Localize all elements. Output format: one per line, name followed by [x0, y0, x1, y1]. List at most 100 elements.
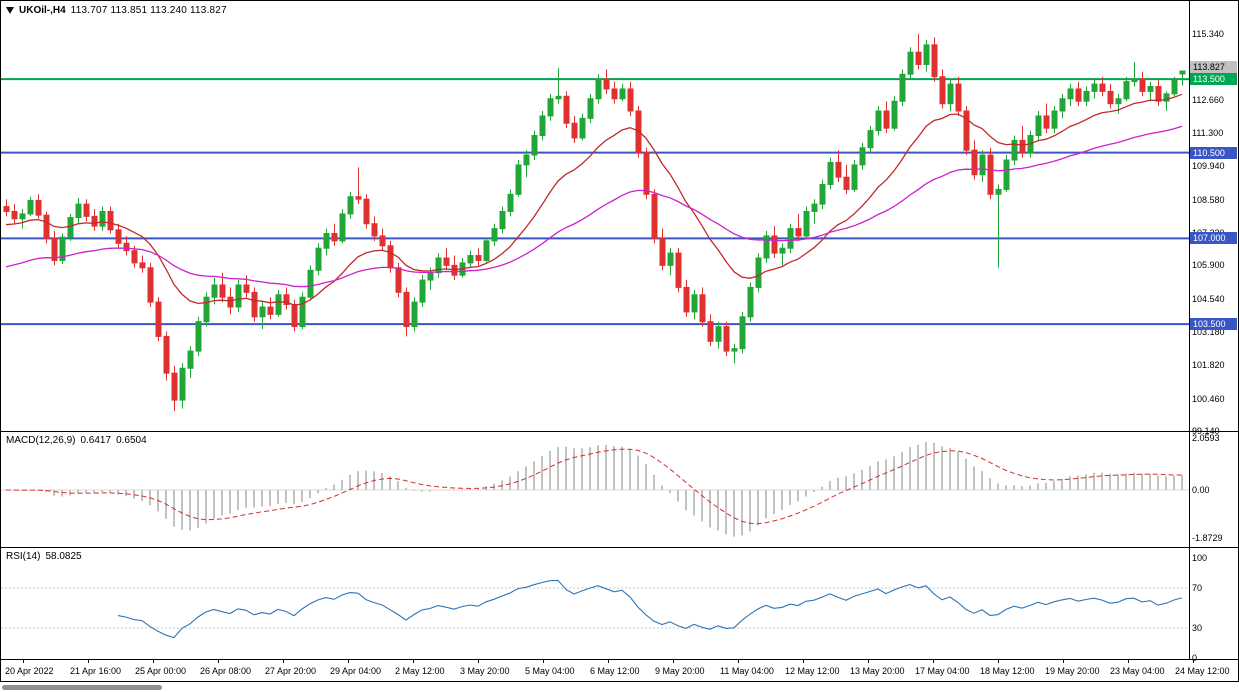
- candle-body: [587, 98, 594, 119]
- candle-body: [1163, 93, 1170, 102]
- time-tick-mark: [1193, 660, 1194, 663]
- candle-body: [163, 335, 170, 374]
- candle-body: [995, 188, 1002, 195]
- macd-histogram-bar: [213, 490, 215, 519]
- rsi-chart-svg[interactable]: [1, 548, 1189, 659]
- macd-histogram-bar: [685, 490, 687, 511]
- macd-histogram-bar: [717, 490, 719, 531]
- rsi-label: RSI(14) 58.0825: [6, 551, 87, 562]
- macd-histogram-bar: [405, 487, 407, 490]
- macd-histogram-bar: [693, 490, 695, 516]
- candle-body: [339, 213, 346, 242]
- pane-separator[interactable]: [1, 431, 1238, 432]
- price-tick-label: 109.940: [1192, 161, 1225, 172]
- macd-histogram-bar: [637, 455, 639, 490]
- candle-body: [395, 267, 402, 293]
- price-tick-label: 115.340: [1192, 29, 1224, 40]
- candle-body: [987, 154, 994, 195]
- candle-body: [755, 257, 762, 288]
- macd-value-signal: 0.6504: [116, 435, 147, 446]
- macd-tick-label: 2.0593: [1192, 432, 1220, 443]
- macd-chart-svg[interactable]: [1, 432, 1189, 547]
- macd-name: MACD(12,26,9): [6, 435, 76, 446]
- candle-body: [171, 372, 178, 401]
- time-tick-label: 24 May 12:00: [1175, 666, 1230, 676]
- time-tick-mark: [478, 660, 479, 663]
- rsi-pane[interactable]: [1, 548, 1189, 659]
- macd-histogram-bar: [181, 490, 183, 530]
- candle-body: [59, 236, 66, 261]
- candle-body: [1083, 90, 1090, 102]
- macd-histogram-bar: [797, 490, 799, 502]
- macd-histogram-bar: [141, 490, 143, 501]
- time-tick-mark: [218, 660, 219, 663]
- macd-histogram-bar: [861, 469, 863, 490]
- candle-body: [659, 237, 666, 266]
- macd-histogram-bar: [1165, 476, 1167, 490]
- candle-body: [579, 117, 586, 139]
- candle-body: [899, 73, 906, 102]
- candle-body: [1123, 81, 1130, 100]
- candle-body: [883, 110, 890, 129]
- candle-body: [291, 304, 298, 328]
- price-chart-svg[interactable]: [1, 1, 1189, 431]
- candle-body: [35, 199, 42, 216]
- macd-histogram-bar: [245, 490, 247, 508]
- macd-histogram-bar: [77, 490, 79, 494]
- macd-histogram-bar: [1005, 485, 1007, 490]
- candle-body: [515, 164, 522, 195]
- pane-separator[interactable]: [1, 547, 1238, 548]
- macd-histogram-bar: [397, 481, 399, 490]
- candle-body: [483, 240, 490, 261]
- macd-histogram-bar: [1117, 474, 1119, 490]
- price-tick-label: 103.180: [1192, 326, 1225, 337]
- time-tick-label: 17 May 04:00: [915, 666, 970, 676]
- candle-body: [355, 196, 362, 200]
- time-tick-label: 13 May 20:00: [850, 666, 905, 676]
- macd-histogram-bar: [781, 490, 783, 511]
- candle-body: [859, 147, 866, 166]
- macd-histogram-bar: [965, 458, 967, 490]
- macd-pane[interactable]: [1, 432, 1189, 547]
- candle-body: [331, 233, 338, 242]
- time-tick-mark: [348, 660, 349, 663]
- scale-divider[interactable]: [1189, 1, 1190, 660]
- macd-histogram-bar: [813, 490, 815, 493]
- macd-histogram-bar: [1141, 473, 1143, 490]
- h-scrollbar[interactable]: [2, 685, 162, 690]
- candle-body: [83, 203, 90, 217]
- time-tick-label: 21 Apr 16:00: [70, 666, 122, 676]
- macd-histogram-bar: [437, 490, 439, 491]
- macd-histogram-bar: [277, 490, 279, 504]
- macd-histogram-bar: [757, 490, 759, 526]
- price-scale[interactable]: 115.340112.660111.300109.940108.580107.2…: [1190, 1, 1238, 663]
- candle-body: [1099, 83, 1106, 92]
- macd-histogram-bar: [525, 466, 527, 490]
- macd-histogram-bar: [749, 490, 751, 532]
- candle-body: [731, 348, 738, 352]
- time-axis[interactable]: 20 Apr 2022 21 Apr 16:00 25 Apr 00:00 26 Ap…: [1, 660, 1238, 681]
- candle-body: [75, 203, 82, 219]
- chart-ohlc-values: 113.707 113.851 113.240 113.827: [70, 5, 227, 16]
- candle-body: [99, 210, 106, 227]
- candle-body: [1003, 159, 1010, 190]
- macd-histogram-bar: [613, 446, 615, 490]
- candle-body: [147, 267, 154, 303]
- macd-histogram-bar: [197, 490, 199, 528]
- candle-body: [867, 130, 874, 149]
- candle-body: [1115, 98, 1122, 105]
- macd-histogram-bar: [661, 485, 663, 490]
- price-pane[interactable]: [1, 1, 1189, 431]
- macd-histogram-bar: [981, 471, 983, 490]
- candle-body: [827, 161, 834, 186]
- candle-body: [835, 161, 842, 178]
- macd-histogram-bar: [413, 490, 415, 491]
- time-tick-mark: [88, 660, 89, 663]
- time-tick-mark: [153, 660, 154, 663]
- rsi-line: [117, 579, 1183, 639]
- candle-body: [627, 88, 634, 112]
- macd-histogram-bar: [941, 446, 943, 490]
- pane-separator[interactable]: [1, 659, 1238, 660]
- candle-body: [699, 294, 706, 323]
